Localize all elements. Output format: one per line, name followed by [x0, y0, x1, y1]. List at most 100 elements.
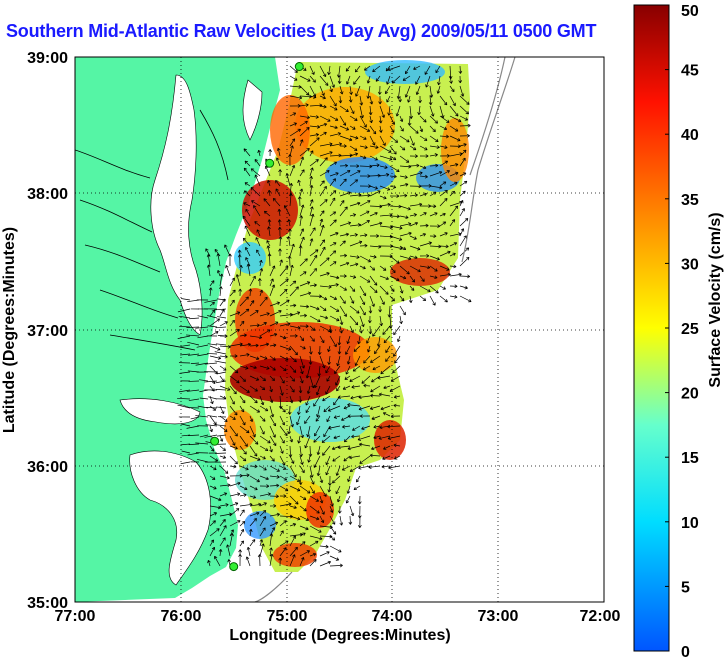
- albemarle-sound: [119, 398, 201, 425]
- velocity-arrow: [289, 395, 294, 404]
- velocity-arrow: [309, 315, 321, 323]
- velocity-arrow: [215, 452, 227, 454]
- velocity-arrow: [343, 405, 351, 410]
- colorbar-tick-label: 5: [681, 579, 690, 596]
- velocity-arrow: [287, 219, 291, 227]
- velocity-arrow: [309, 199, 314, 207]
- velocity-arrow: [329, 275, 340, 280]
- velocity-arrow: [389, 194, 400, 198]
- lat-tick: 37:00: [27, 323, 68, 340]
- velocity-arrow: [209, 445, 215, 452]
- velocity-arrow: [305, 365, 311, 379]
- velocity-arrow: [458, 65, 463, 74]
- velocity-arrow: [309, 185, 314, 197]
- velocity-arrow: [349, 135, 359, 140]
- velocity-arrow: [209, 330, 219, 337]
- velocity-arrow: [289, 128, 301, 137]
- velocity-arrow: [197, 335, 209, 339]
- colorbar-tick-label: 45: [681, 63, 699, 80]
- velocity-arrow: [339, 115, 347, 126]
- velocity-arrow: [306, 385, 311, 394]
- velocity-arrow: [435, 65, 441, 74]
- grid-lines: [75, 57, 604, 602]
- velocity-arrow: [336, 495, 341, 503]
- velocity-arrow: [329, 242, 337, 247]
- velocity-arrow: [349, 375, 361, 382]
- colorbar-tick-label: 15: [681, 450, 699, 467]
- velocity-arrow: [299, 115, 310, 120]
- velocity-arrow: [449, 115, 462, 123]
- velocity-arrow: [299, 550, 310, 557]
- velocity-arrow: [359, 233, 368, 238]
- velocity-arrow: [399, 135, 410, 143]
- velocity-arrow: [329, 172, 339, 177]
- velocity-arrow: [289, 182, 293, 197]
- velocity-arrow: [209, 485, 217, 490]
- velocity-arrow: [419, 154, 429, 158]
- velocity-arrow: [243, 148, 251, 157]
- velocity-arrow: [297, 179, 301, 187]
- velocity-arrow: [397, 335, 401, 343]
- velocity-arrow: [309, 125, 321, 129]
- velocity-arrow: [248, 528, 253, 537]
- velocity-arrow: [342, 424, 351, 429]
- velocity-arrow: [299, 271, 307, 277]
- velocity-arrow: [429, 163, 439, 168]
- velocity-arrow: [459, 123, 471, 128]
- velocity-arrow: [349, 255, 360, 259]
- velocity-arrow: [216, 406, 227, 409]
- velocity-arrow: [393, 345, 401, 357]
- velocity-arrow: [389, 145, 397, 155]
- velocity-arrow: [429, 125, 436, 133]
- velocity-arrow: [219, 475, 230, 480]
- velocity-arrow: [339, 200, 345, 207]
- velocity-arrow: [358, 395, 371, 399]
- velocity-arrow: [370, 393, 381, 398]
- velocity-arrow: [345, 365, 351, 375]
- velocity-arrow: [399, 193, 408, 198]
- velocity-arrow: [389, 225, 403, 230]
- velocity-arrow: [459, 85, 465, 97]
- velocity-arrow: [289, 385, 295, 393]
- plot-title: Southern Mid-Atlantic Raw Velocities (1 …: [6, 21, 597, 41]
- velocity-arrow: [409, 285, 415, 291]
- velocity-arrow: [259, 475, 269, 481]
- velocity-arrow: [369, 234, 380, 238]
- velocity-arrow: [353, 485, 361, 491]
- velocity-arrow: [229, 455, 238, 465]
- velocity-arrow: [317, 365, 322, 377]
- velocity-arrow: [219, 519, 226, 527]
- velocity-arrow: [269, 332, 278, 337]
- velocity-arrow: [195, 415, 209, 418]
- velocity-arrow: [339, 144, 347, 148]
- velocity-arrow: [207, 559, 211, 567]
- velocity-arrow: [206, 264, 211, 277]
- velocity-arrow: [250, 187, 261, 197]
- velocity-arrow: [239, 333, 247, 338]
- velocity-arrow: [379, 165, 388, 169]
- velocity-arrow: [259, 510, 267, 517]
- velocity-arrow: [299, 495, 307, 500]
- velocity-arrow: [269, 504, 277, 508]
- velocity-arrow: [328, 425, 341, 430]
- velocity-arrow: [374, 345, 381, 355]
- velocity-arrow: [409, 275, 416, 283]
- velocity-arrow: [299, 281, 311, 287]
- velocity-arrow: [379, 295, 385, 305]
- velocity-arrow: [259, 395, 265, 406]
- velocity-arrow: [345, 65, 351, 72]
- velocity-arrow: [266, 240, 271, 247]
- velocity-arrow: [439, 154, 450, 158]
- velocity-arrow: [379, 275, 389, 281]
- velocity-arrow: [409, 135, 415, 146]
- velocity-arrow: [209, 345, 221, 351]
- velocity-arrow: [409, 145, 417, 151]
- velocity-arrow: [404, 65, 411, 75]
- velocity-arrow: [329, 197, 336, 207]
- velocity-arrow: [319, 210, 325, 217]
- velocity-arrow: [359, 145, 368, 149]
- lon-tick: 77:00: [55, 608, 96, 625]
- velocity-arrow: [377, 85, 382, 95]
- velocity-arrow: [209, 455, 219, 462]
